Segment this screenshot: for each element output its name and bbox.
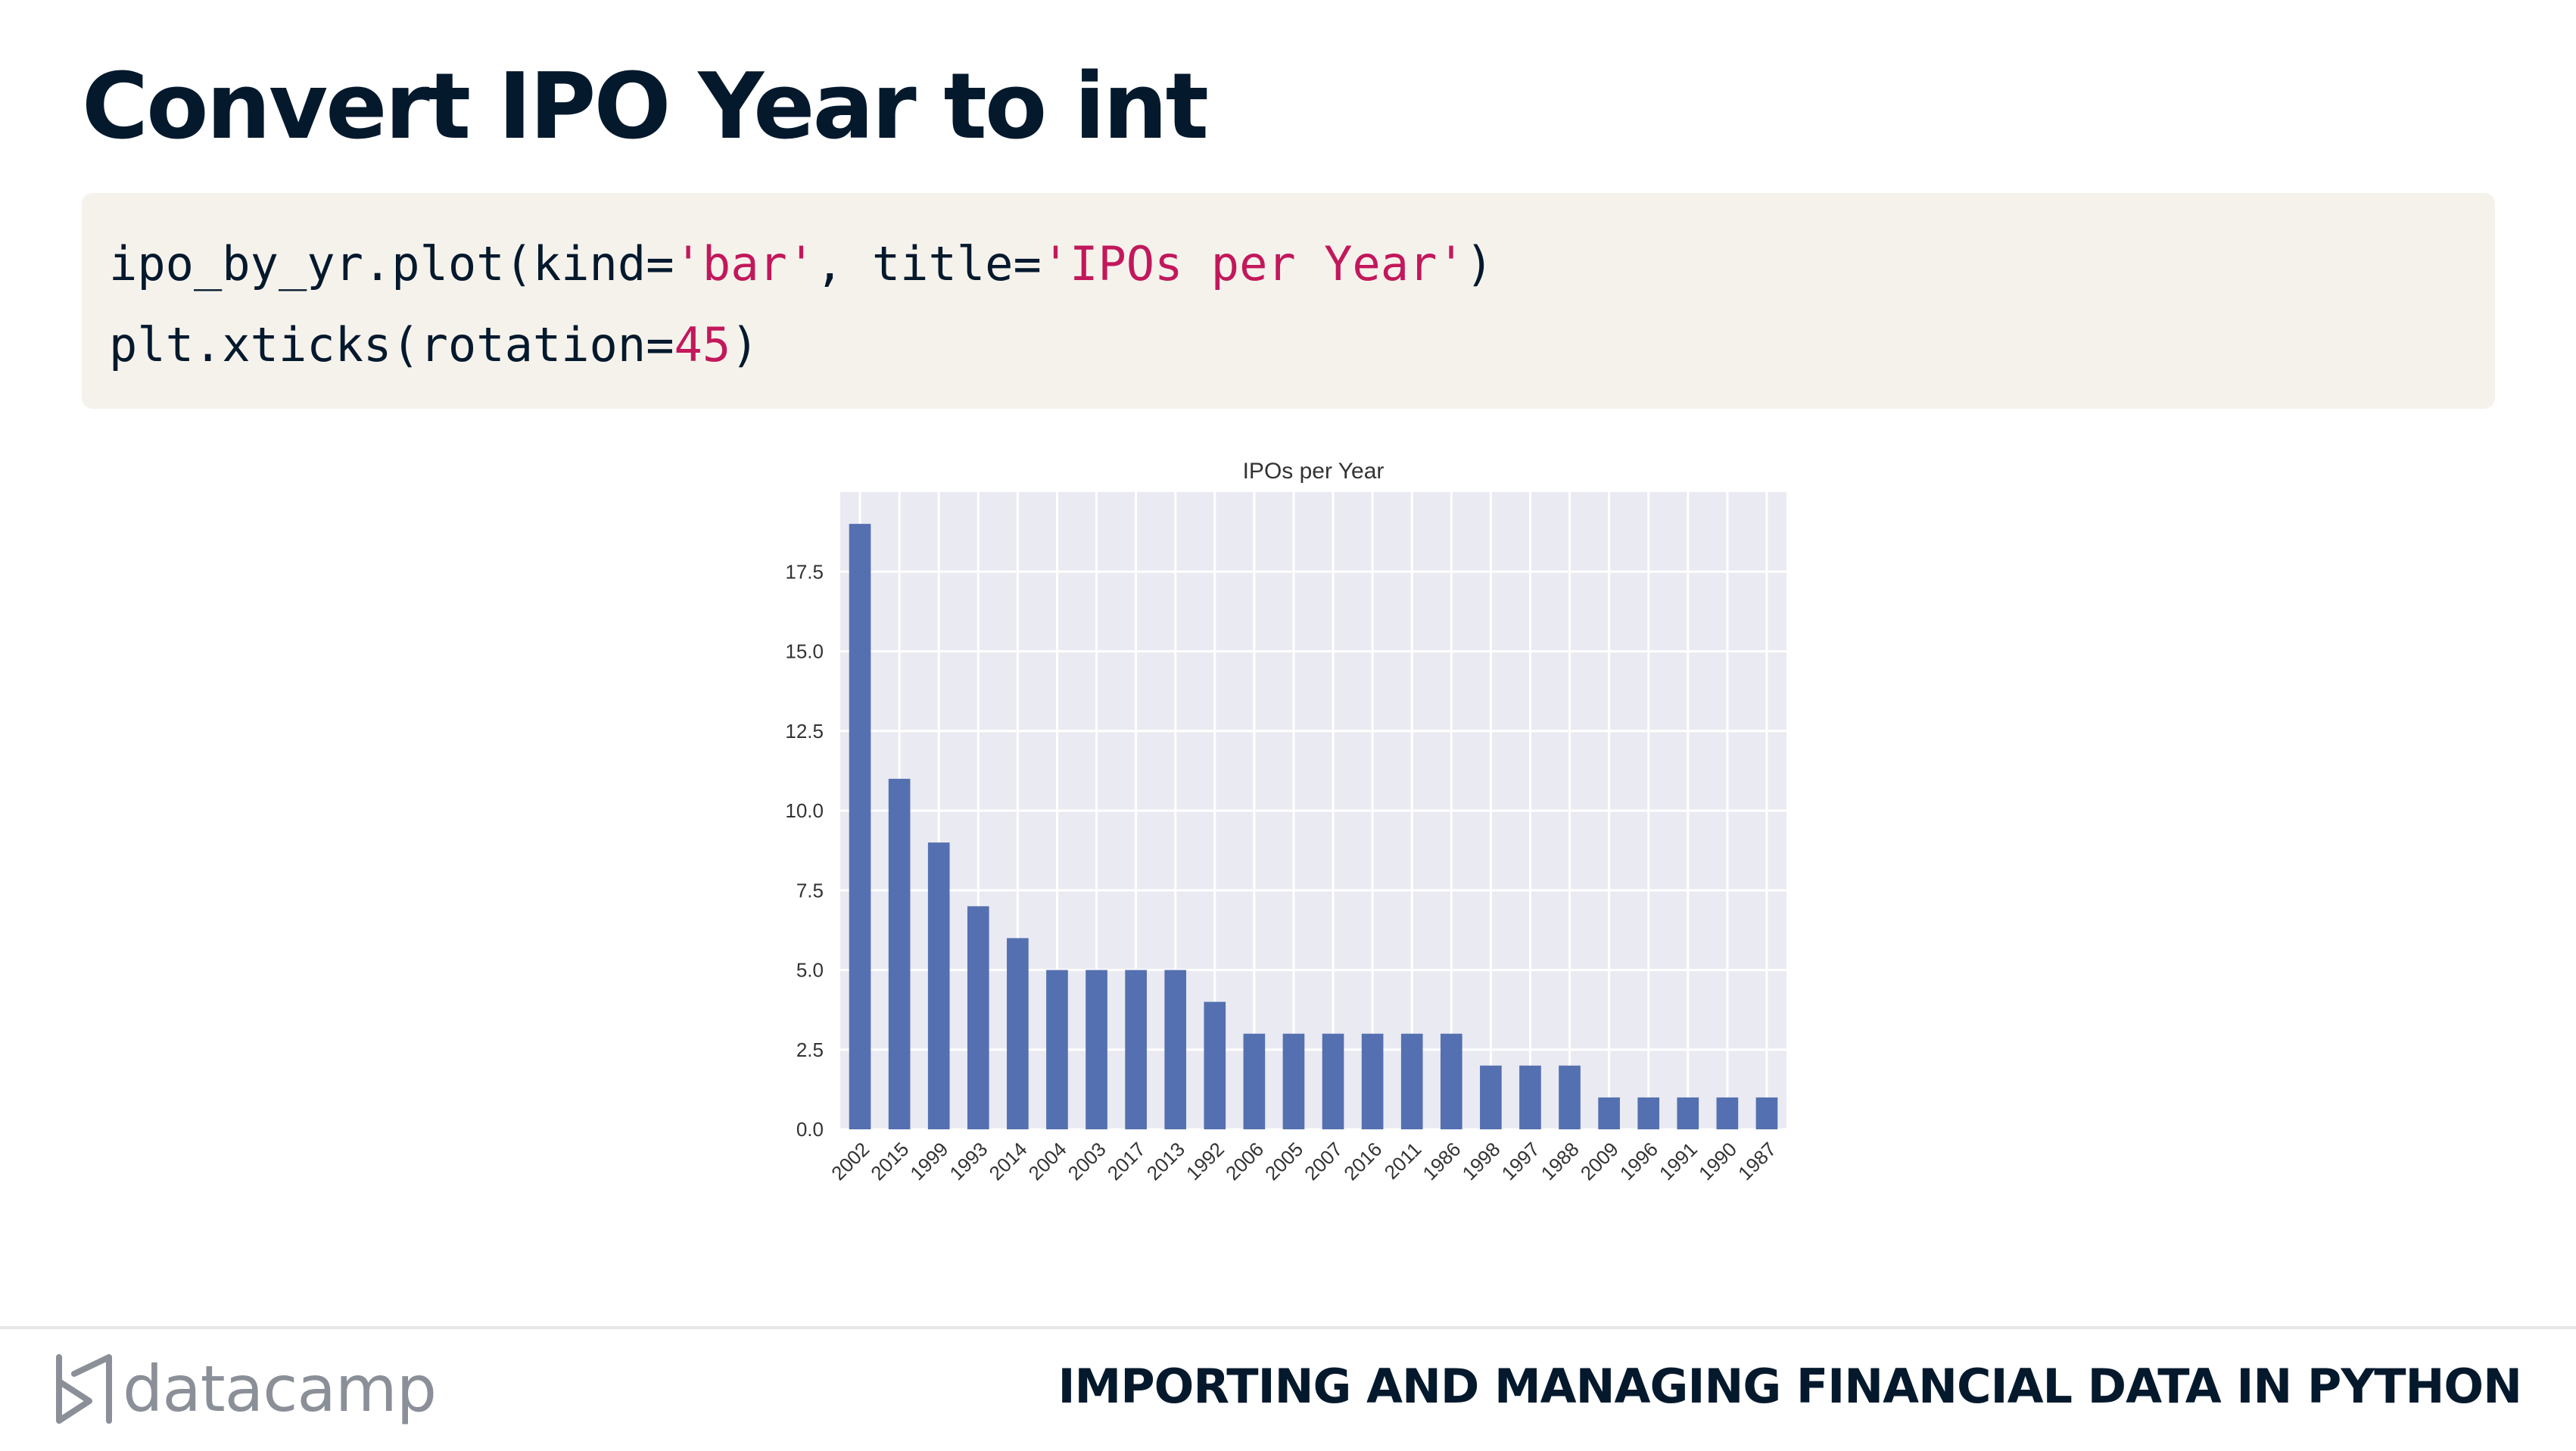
- code-text: ipo_by_yr.plot(kind=: [109, 236, 674, 291]
- bar: [1046, 970, 1068, 1129]
- x-tick-label: 2014: [985, 1138, 1032, 1185]
- y-tick-label: 12.5: [785, 720, 824, 743]
- x-tick-label: 2013: [1142, 1138, 1189, 1185]
- x-tick-label: 2004: [1024, 1138, 1071, 1185]
- y-tick-label: 17.5: [785, 560, 824, 583]
- bar: [1125, 970, 1147, 1129]
- bar: [1519, 1065, 1541, 1129]
- bar: [1007, 938, 1029, 1129]
- code-text: ): [1465, 236, 1494, 291]
- bar: [1755, 1097, 1778, 1129]
- x-tick-label: 1996: [1615, 1138, 1662, 1185]
- bar: [927, 842, 950, 1129]
- x-tick-label: 2016: [1339, 1138, 1386, 1185]
- datacamp-logo: datacamp: [53, 1347, 437, 1431]
- x-tick-label: 2017: [1103, 1138, 1150, 1185]
- x-tick-label: 2015: [866, 1138, 913, 1185]
- code-string: 'bar': [674, 236, 816, 291]
- bar: [1598, 1097, 1620, 1129]
- x-tick-label: 1987: [1733, 1138, 1780, 1185]
- y-tick-label: 5.0: [796, 959, 824, 982]
- code-string: 'IPOs per Year': [1041, 236, 1466, 291]
- x-tick-label: 1986: [1418, 1138, 1465, 1185]
- x-tick-label: 1991: [1655, 1138, 1702, 1185]
- x-tick-label: 2007: [1300, 1138, 1347, 1185]
- bar: [1164, 970, 1187, 1129]
- x-tick-label: 2005: [1260, 1138, 1307, 1185]
- x-tick-label: 2006: [1221, 1138, 1268, 1185]
- bar: [1440, 1033, 1462, 1129]
- datacamp-logo-icon: [56, 1354, 112, 1424]
- bar: [967, 906, 989, 1129]
- y-tick-label: 10.0: [785, 799, 824, 822]
- x-tick-label: 1998: [1458, 1138, 1505, 1185]
- y-tick-label: 15.0: [785, 640, 824, 663]
- y-tick-label: 0.0: [796, 1118, 824, 1141]
- x-tick-label: 1997: [1497, 1138, 1544, 1185]
- code-line-2: plt.xticks(rotation=45): [109, 304, 2468, 385]
- x-tick-label: 2002: [827, 1138, 874, 1185]
- code-text: plt.xticks(rotation=: [109, 317, 674, 372]
- bar: [1716, 1097, 1739, 1129]
- code-line-1: ipo_by_yr.plot(kind='bar', title='IPOs p…: [109, 223, 2468, 304]
- code-number: 45: [674, 317, 731, 372]
- x-tick-label: 1990: [1694, 1138, 1741, 1185]
- y-tick-label: 7.5: [796, 879, 824, 901]
- footer-divider: [0, 1326, 2576, 1329]
- code-block: ipo_by_yr.plot(kind='bar', title='IPOs p…: [82, 193, 2495, 409]
- x-tick-label: 1999: [905, 1138, 952, 1185]
- code-text: , title=: [815, 236, 1042, 291]
- bar: [1480, 1065, 1502, 1129]
- x-tick-label: 1988: [1537, 1138, 1584, 1185]
- logo-text: datacamp: [123, 1352, 437, 1426]
- bar: [1559, 1065, 1581, 1129]
- bar: [1282, 1033, 1305, 1129]
- bar: [888, 778, 911, 1129]
- x-tick-label: 1992: [1182, 1138, 1229, 1185]
- plot-area: [840, 492, 1786, 1129]
- bar: [1637, 1097, 1660, 1129]
- bar: [1322, 1033, 1344, 1129]
- x-tick-label: 2003: [1064, 1138, 1110, 1185]
- bar: [1243, 1033, 1266, 1129]
- bar: [1677, 1097, 1699, 1129]
- page-title: Convert IPO Year to int: [82, 54, 1209, 160]
- bar: [1204, 1001, 1226, 1129]
- x-tick-label: 1993: [945, 1138, 992, 1185]
- bar: [1400, 1033, 1423, 1129]
- x-tick-label: 2009: [1576, 1138, 1623, 1185]
- bar: [849, 524, 871, 1129]
- bar: [1361, 1033, 1384, 1129]
- y-tick-label: 2.5: [796, 1038, 824, 1061]
- course-title: IMPORTING AND MANAGING FINANCIAL DATA IN…: [1057, 1359, 2522, 1414]
- bar: [1086, 970, 1107, 1129]
- code-text: ): [730, 317, 759, 372]
- x-tick-label: 2011: [1380, 1138, 1426, 1184]
- chart-title: IPOs per Year: [1243, 459, 1385, 484]
